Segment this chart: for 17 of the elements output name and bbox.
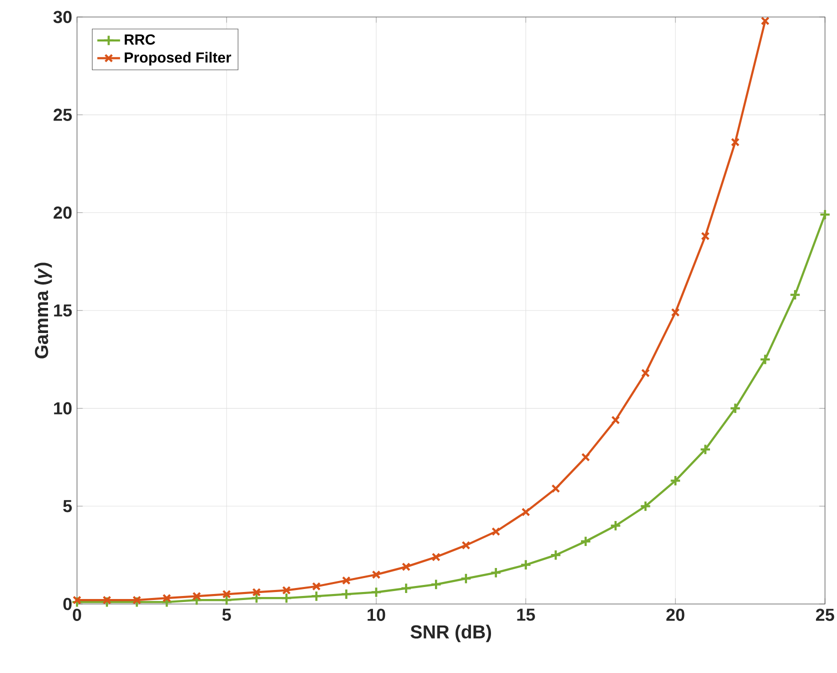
x-tick-label: 25	[816, 608, 834, 621]
y-axis-title: Gamma (γ)	[34, 262, 52, 358]
y-tick-label: 15	[54, 304, 72, 317]
x-tick-label: 10	[368, 608, 386, 621]
x-axis-title: SNR (dB)	[410, 624, 492, 642]
legend-label: RRC	[124, 34, 156, 45]
legend-label: Proposed Filter	[124, 52, 232, 66]
x-tick-label: 5	[222, 608, 231, 621]
y-tick-label: 25	[54, 108, 72, 121]
x-tick-label: 15	[517, 608, 535, 621]
x-tick-label: 20	[666, 608, 684, 621]
x-tick-label: 0	[72, 608, 82, 621]
y-tick-label: 5	[63, 500, 72, 512]
y-tick-label: 0	[63, 598, 72, 610]
y-tick-label: 30	[53, 10, 72, 24]
y-tick-label: 20	[54, 206, 72, 219]
y-tick-label: 10	[54, 402, 72, 414]
